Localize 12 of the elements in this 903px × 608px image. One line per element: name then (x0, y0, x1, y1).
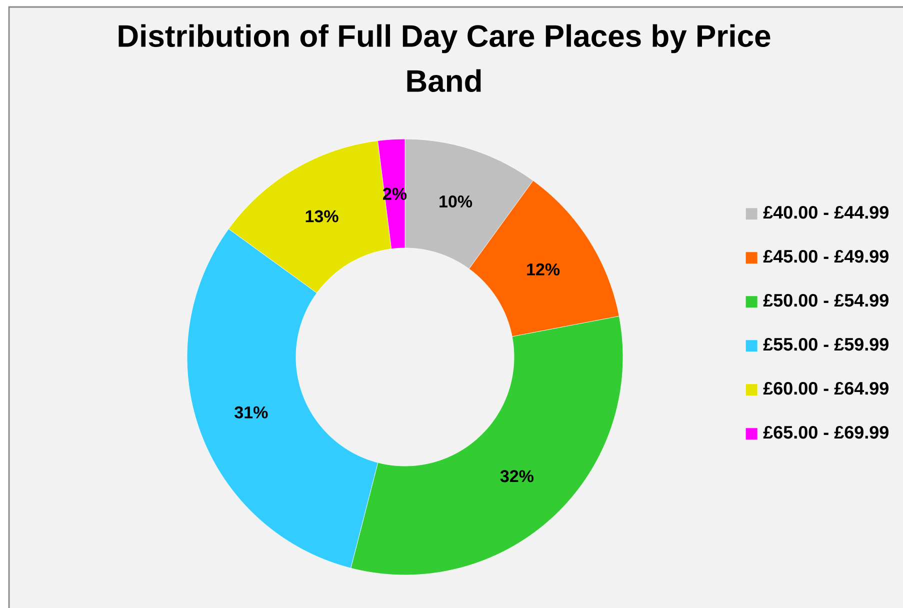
data-label: 13% (306, 210, 338, 222)
data-label: 32% (500, 470, 534, 482)
legend-label: £45.00 - £49.99 (763, 250, 888, 263)
chart-title: Distribution of Full Day Care Places by Price Band (118, 24, 770, 92)
legend-label: £40.00 - £44.99 (763, 206, 888, 219)
data-label: 12% (527, 263, 560, 276)
legend-label: £65.00 - £69.99 (763, 426, 888, 439)
data-label: 10% (440, 195, 472, 208)
legend-label: £50.00 - £54.99 (763, 294, 888, 307)
legend-label: £60.00 - £64.99 (763, 382, 888, 395)
data-label: 31% (234, 406, 268, 418)
legend-label: £55.00 - £59.99 (763, 338, 888, 351)
